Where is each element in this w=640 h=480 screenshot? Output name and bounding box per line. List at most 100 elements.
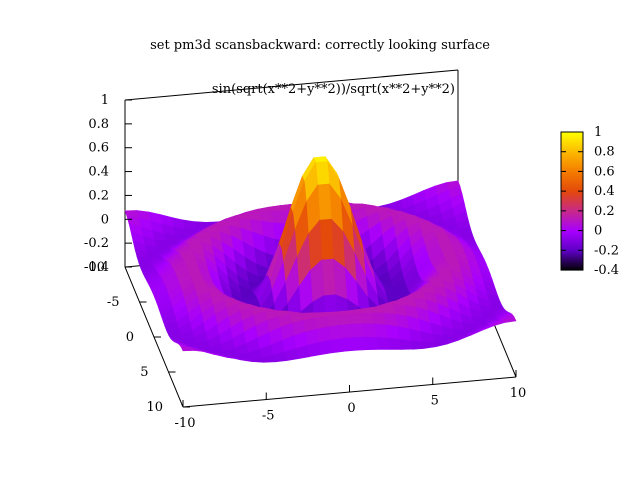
x-tick-label: -5 (262, 409, 275, 424)
colorbar-band (561, 206, 583, 210)
colorbar-tick-label: -0.4 (594, 263, 619, 278)
surface-patch (268, 205, 283, 212)
surface-patch (433, 341, 448, 348)
z-tick-label: -0.2 (84, 236, 109, 251)
colorbar-band (561, 193, 583, 196)
colorbar-band (561, 145, 583, 149)
surface-patch (364, 336, 379, 351)
x-axis-ticks: -10 -5 0 5 10 (175, 370, 527, 431)
surface-patch (318, 339, 333, 355)
colorbar-band (561, 214, 583, 218)
y-tick-label: -5 (107, 295, 120, 310)
colorbar-band (561, 195, 583, 198)
surface-patch (306, 342, 322, 358)
colorbar-band (561, 163, 583, 167)
colorbar-tick-label: -0.2 (594, 243, 619, 258)
colorbar-band (561, 246, 583, 249)
function-label: sin(sqrt(x**2+y**2))/sqrt(x**2+y**2) (212, 82, 455, 97)
colorbar-band (561, 149, 583, 153)
colorbar-tick-label: 0.8 (594, 145, 615, 160)
surface-patch (398, 339, 414, 350)
colorbar-band (561, 187, 583, 190)
colorbar-band (561, 210, 583, 214)
z-axis-ticks: 1 0.8 0.6 0.4 0.2 0 -0.2 -0.4 (84, 93, 132, 275)
z-tick-label: -0.4 (84, 260, 109, 275)
z-tick-label: 0.6 (88, 141, 109, 156)
colorbar-band (561, 151, 583, 155)
surface-patch (327, 324, 343, 341)
colorbar-band (561, 268, 583, 271)
colorbar-band (561, 165, 583, 169)
colorbar-tick-label: 0 (594, 224, 602, 239)
surface-patch (350, 323, 366, 338)
colorbar-border (560, 131, 584, 271)
z-tick-label: 0.8 (88, 117, 109, 132)
colorbar-tick-label: 0.2 (594, 204, 615, 219)
frame-edge-back (124, 69, 459, 101)
colorbar-band (561, 171, 583, 174)
colorbar-band (561, 189, 583, 192)
colorbar: 1 0.8 0.6 0.4 0.2 0 -0.2 -0.4 (560, 125, 619, 278)
chart-title: set pm3d scansbackward: correctly lookin… (150, 38, 490, 53)
colorbar-band (561, 204, 583, 208)
colorbar-band (561, 175, 583, 178)
colorbar-tick-label: 0.4 (594, 184, 615, 199)
colorbar-band (561, 224, 583, 228)
y-tick-label: 10 (146, 400, 163, 415)
colorbar-band (561, 143, 583, 147)
x-tick-label: 10 (510, 386, 527, 401)
surface-patch (321, 258, 336, 297)
colorbar-band (561, 264, 583, 267)
colorbar-band (561, 197, 583, 200)
x-tick-label: -10 (175, 416, 196, 431)
colorbar-band (561, 181, 583, 184)
colorbar-band (561, 220, 583, 224)
surface-patch (369, 305, 385, 314)
colorbar-band (561, 191, 583, 194)
colorbar-band (561, 183, 583, 186)
colorbar-band (561, 254, 583, 257)
y-tick-label: 0 (126, 330, 134, 345)
colorbar-band (561, 230, 583, 234)
colorbar-band (561, 212, 583, 216)
colorbar-band (561, 260, 583, 263)
colorbar-band (561, 240, 583, 243)
colorbar-band (561, 266, 583, 269)
surface-mesh (124, 155, 517, 363)
surface-patch (348, 313, 364, 325)
colorbar-band (561, 199, 583, 202)
colorbar-band (561, 208, 583, 212)
colorbar-band (561, 262, 583, 265)
colorbar-band (561, 256, 583, 259)
surface-patch (180, 346, 196, 352)
colorbar-band (561, 252, 583, 255)
surface-patch (375, 337, 391, 350)
colorbar-band (561, 141, 583, 145)
surface-patch (329, 338, 345, 354)
colorbar-tick-label: 0.6 (594, 164, 615, 179)
x-tick-label: 5 (431, 394, 439, 409)
y-axis-ticks: -10 -5 0 5 10 (84, 260, 190, 415)
surface-patch (317, 183, 332, 221)
colorbar-band (561, 179, 583, 182)
z-tick-label: 1 (101, 93, 109, 108)
colorbar-band (561, 132, 583, 135)
surface-patch (337, 313, 352, 326)
colorbar-band (561, 139, 583, 143)
colorbar-band (561, 167, 583, 171)
colorbar-band (561, 177, 583, 180)
z-tick-label: 0 (101, 212, 109, 227)
surface-patch (352, 336, 368, 351)
colorbar-band (561, 226, 583, 230)
z-tick-label: 0.2 (88, 188, 109, 203)
colorbar-band (561, 157, 583, 161)
y-tick-label: -10 (84, 260, 105, 275)
colorbar-tick-label: 1 (594, 125, 602, 140)
colorbar-band (561, 147, 583, 151)
colorbar-band (561, 242, 583, 245)
surface-patch (387, 337, 402, 350)
colorbar-band (561, 234, 583, 238)
colorbar-band (561, 218, 583, 222)
colorbar-band (561, 135, 583, 139)
